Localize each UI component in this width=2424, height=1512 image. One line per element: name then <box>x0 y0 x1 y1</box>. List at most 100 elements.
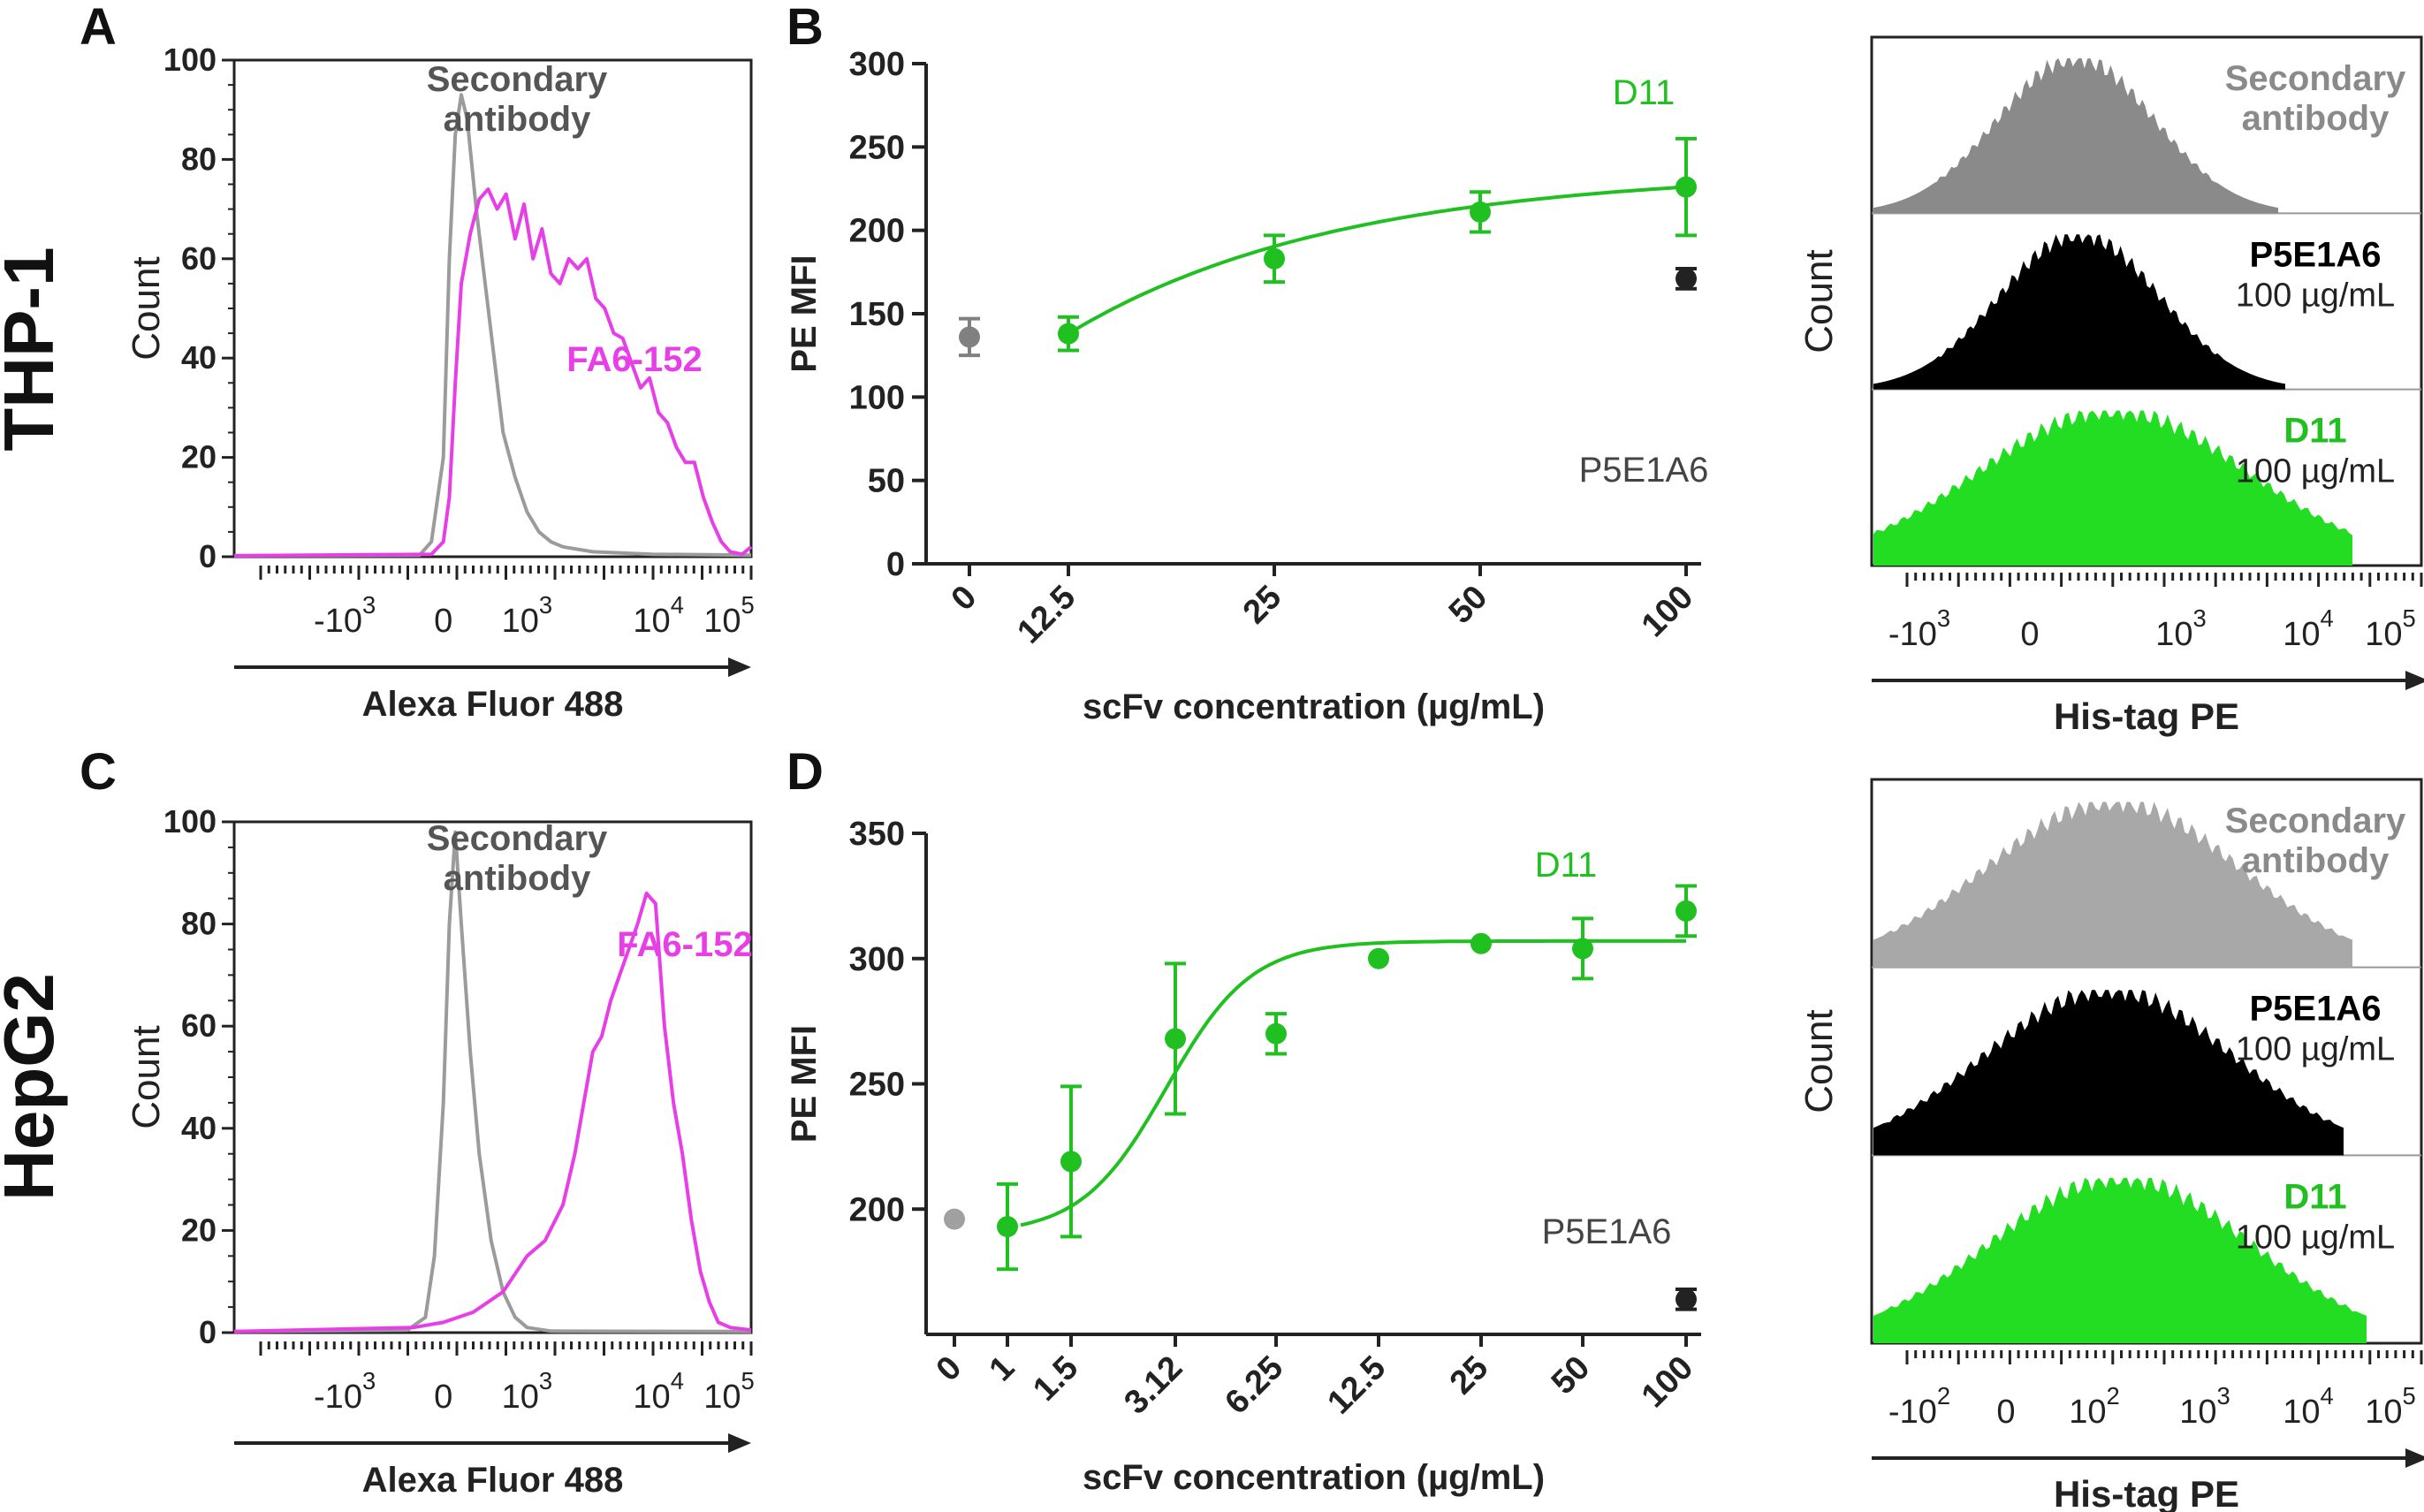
x-tick-label-exp: 4 <box>2321 1382 2334 1409</box>
x-tick-label-exp: 5 <box>741 1367 755 1394</box>
x-axis-arrow-head <box>728 657 751 677</box>
x-tick-label-base: 10 <box>502 1379 539 1416</box>
concentration-label: 100 µg/mL <box>2236 1031 2395 1068</box>
y-axis-label: Count <box>1797 1009 1841 1113</box>
x-tick-label: 103 <box>2155 604 2207 653</box>
y-tick-label: 200 <box>849 1191 905 1228</box>
y-tick-label: 0 <box>199 1314 217 1350</box>
x-tick-label-exp: 3 <box>539 591 552 619</box>
x-tick-label: -103 <box>314 591 376 640</box>
series-label: antibody <box>2242 841 2390 880</box>
series-label: FA6-152 <box>617 925 752 964</box>
y-axis-label: Count <box>1797 249 1841 353</box>
y-tick-label: 40 <box>181 1110 217 1146</box>
x-tick-label: -103 <box>1888 604 1950 653</box>
x-tick-label-exp: 5 <box>2403 1382 2416 1409</box>
histogram-fill-d11 <box>1873 1177 2367 1343</box>
x-tick-label-base: 10 <box>2283 616 2320 653</box>
x-tick-label-base: -10 <box>1888 1394 1937 1431</box>
data-point-d11 <box>1165 1028 1186 1050</box>
x-tick-label-base: 10 <box>633 1379 670 1416</box>
y-tick-label: 150 <box>849 296 905 333</box>
panel-letters: A B C D <box>80 0 824 801</box>
x-tick-label-exp: 4 <box>671 591 684 619</box>
x-tick-label-exp: 3 <box>362 591 376 619</box>
x-tick-label-base: 10 <box>703 603 741 640</box>
x-tick-label: 50 <box>1442 579 1495 632</box>
y-tick-label: 80 <box>181 906 217 942</box>
x-axis-label: scFv concentration (µg/mL) <box>1083 688 1545 726</box>
x-tick-label-base: 10 <box>502 603 539 640</box>
series-label: FA6-152 <box>566 340 702 379</box>
fit-curve <box>1067 185 1687 336</box>
x-tick-label: 0 <box>434 1379 452 1416</box>
series-label: antibody <box>2242 99 2390 138</box>
histogram-fill-secondary-antibody <box>1873 57 2278 214</box>
series-label: Secondary <box>427 819 608 858</box>
y-tick-label: 20 <box>181 1212 217 1248</box>
concentration-label: 100 µg/mL <box>2236 453 2395 490</box>
scatter-panel-d: 200 250 300 350 PE MFI 0 1 1.5 3.12 6.25 12.5 25 50 1… <box>785 816 1701 1497</box>
data-point-d11 <box>1470 201 1491 223</box>
data-point-secondary-antibody <box>959 326 980 348</box>
data-point-d11 <box>1060 1151 1082 1173</box>
x-tick-label: 12.5 <box>1320 1349 1393 1422</box>
plot-frame <box>232 820 753 1334</box>
panel-letter-a: A <box>80 0 117 56</box>
series-label-d11: D11 <box>1535 846 1597 885</box>
x-tick-label-exp: 3 <box>539 1367 552 1394</box>
x-tick-label: 103 <box>502 591 553 640</box>
series-label-p5e1a6: P5E1A6 <box>1579 451 1709 490</box>
x-tick-label: 25 <box>1236 579 1289 632</box>
y-tick-label: 100 <box>849 379 905 416</box>
x-tick-label: 103 <box>502 1367 553 1416</box>
fit-curve <box>1020 938 1686 1227</box>
series-label: Secondary <box>2225 59 2406 98</box>
data-point-d11 <box>1676 900 1697 922</box>
x-tick-label-exp: 3 <box>2193 604 2207 632</box>
y-tick-label: 0 <box>199 538 217 574</box>
x-axis-label: Alexa Fluor 488 <box>362 1461 624 1500</box>
x-tick-label: 104 <box>633 1367 684 1416</box>
histogram-line-secondary-antibody <box>233 93 752 558</box>
y-tick-label: 200 <box>849 213 905 250</box>
x-axis-arrow-head <box>2405 671 2424 690</box>
y-tick-label: 350 <box>849 816 905 853</box>
x-tick-label-exp: 5 <box>2403 604 2416 632</box>
x-tick-label: 104 <box>2283 604 2334 653</box>
x-tick-label: 50 <box>1545 1349 1598 1402</box>
x-tick-label: 12.5 <box>1010 579 1083 651</box>
y-tick-label: 80 <box>181 141 217 177</box>
y-tick-label: 40 <box>181 339 217 376</box>
histogram-line-fa6-152 <box>233 187 753 558</box>
x-tick-label: 100 <box>1635 1349 1701 1416</box>
data-point-d11 <box>1368 947 1389 969</box>
x-tick-label: 105 <box>703 1367 755 1416</box>
x-tick-label: 1.5 <box>1026 1349 1085 1409</box>
x-axis-arrow-head <box>728 1433 751 1453</box>
panel-letter-d: D <box>786 743 824 801</box>
series-label: D11 <box>2283 412 2346 451</box>
x-tick-label-base: 0 <box>434 1379 452 1416</box>
histogram-fill-p5e1a6 <box>1873 234 2285 390</box>
series-label: P5E1A6 <box>2250 235 2382 274</box>
panel-letter-c: C <box>80 743 117 801</box>
data-point-d11 <box>1265 1022 1287 1045</box>
x-tick-label: 105 <box>703 591 755 640</box>
y-tick-label: 20 <box>181 439 217 475</box>
x-tick-label: 105 <box>2365 1382 2416 1431</box>
series-label: Secondary <box>2225 802 2406 840</box>
x-tick-label-base: 10 <box>2069 1394 2106 1431</box>
histogram-fill-p5e1a6 <box>1873 990 2344 1156</box>
x-tick-label-exp: 3 <box>1937 604 1950 632</box>
data-point-p5e1a6 <box>1676 1288 1697 1311</box>
x-tick-label-base: -10 <box>314 603 362 640</box>
y-tick-label: 100 <box>163 42 217 78</box>
y-tick-label: 250 <box>849 129 905 166</box>
x-tick-label-exp: 4 <box>671 1367 684 1394</box>
x-tick-label-exp: 4 <box>2321 604 2334 632</box>
